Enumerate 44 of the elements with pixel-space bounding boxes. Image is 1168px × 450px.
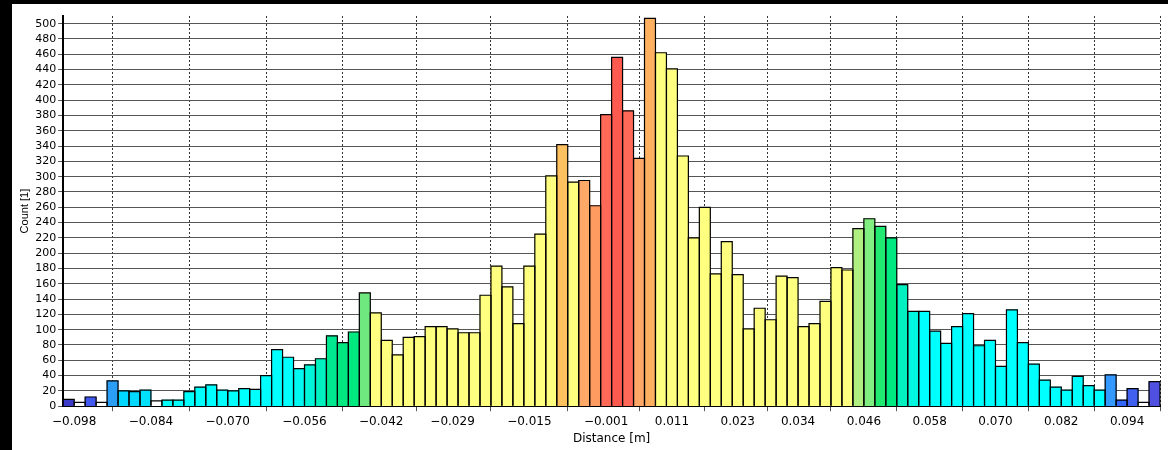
- y-tick-label: 200: [35, 246, 57, 260]
- y-tick-label: 300: [35, 169, 57, 183]
- x-tick-label: 0.070: [978, 413, 1013, 428]
- x-tick-label: −0.015: [507, 413, 552, 428]
- x-tick-label: 0.046: [846, 413, 882, 428]
- x-tick-label: −0.001: [583, 413, 629, 428]
- y-tick-label: 360: [35, 123, 57, 137]
- y-tick-label: 40: [42, 368, 57, 382]
- y-tick-label: 180: [35, 261, 57, 275]
- x-tick-label: −0.098: [51, 413, 97, 428]
- x-tick-label: 0.058: [912, 413, 947, 428]
- y-tick-label: 100: [35, 322, 57, 336]
- x-tick-label: 0.023: [720, 413, 755, 428]
- y-tick-label: 400: [35, 93, 57, 107]
- y-tick-label: 260: [35, 200, 57, 214]
- x-tick-label: −0.070: [205, 413, 250, 428]
- x-tick-label: −0.084: [128, 413, 174, 428]
- y-tick-label: 160: [35, 276, 57, 290]
- x-tick-label: −0.029: [430, 413, 475, 428]
- y-tick-label: 80: [42, 337, 57, 351]
- x-tick-label: −0.042: [359, 413, 404, 428]
- y-tick-label: 0: [49, 399, 57, 413]
- y-tick-label: 380: [35, 108, 57, 122]
- x-tick-label: 0.082: [1044, 413, 1079, 428]
- x-tick-label: 0.011: [654, 413, 690, 428]
- y-tick-label: 60: [42, 353, 57, 367]
- y-tick-label: 140: [35, 291, 57, 305]
- y-tick-label: 480: [35, 31, 57, 45]
- y-tick-label: 340: [35, 138, 57, 152]
- y-tick-label: 500: [35, 16, 57, 30]
- y-tick-label: 280: [35, 184, 57, 198]
- y-tick-label: 120: [35, 307, 57, 321]
- y-tick-label: 440: [35, 62, 57, 76]
- x-tick-label: 0.094: [1109, 413, 1145, 428]
- y-axis-title: Count [1]: [17, 188, 30, 234]
- x-tick-label: 0.034: [780, 413, 816, 428]
- y-tick-label: 220: [35, 230, 57, 244]
- y-tick-label: 20: [42, 383, 57, 397]
- y-tick-label: 420: [35, 77, 57, 91]
- y-tick-label: 460: [35, 47, 57, 61]
- x-axis-title: Distance [m]: [572, 430, 651, 445]
- x-tick-label: −0.056: [282, 413, 327, 428]
- y-tick-label: 240: [35, 215, 57, 229]
- y-tick-label: 320: [35, 154, 57, 168]
